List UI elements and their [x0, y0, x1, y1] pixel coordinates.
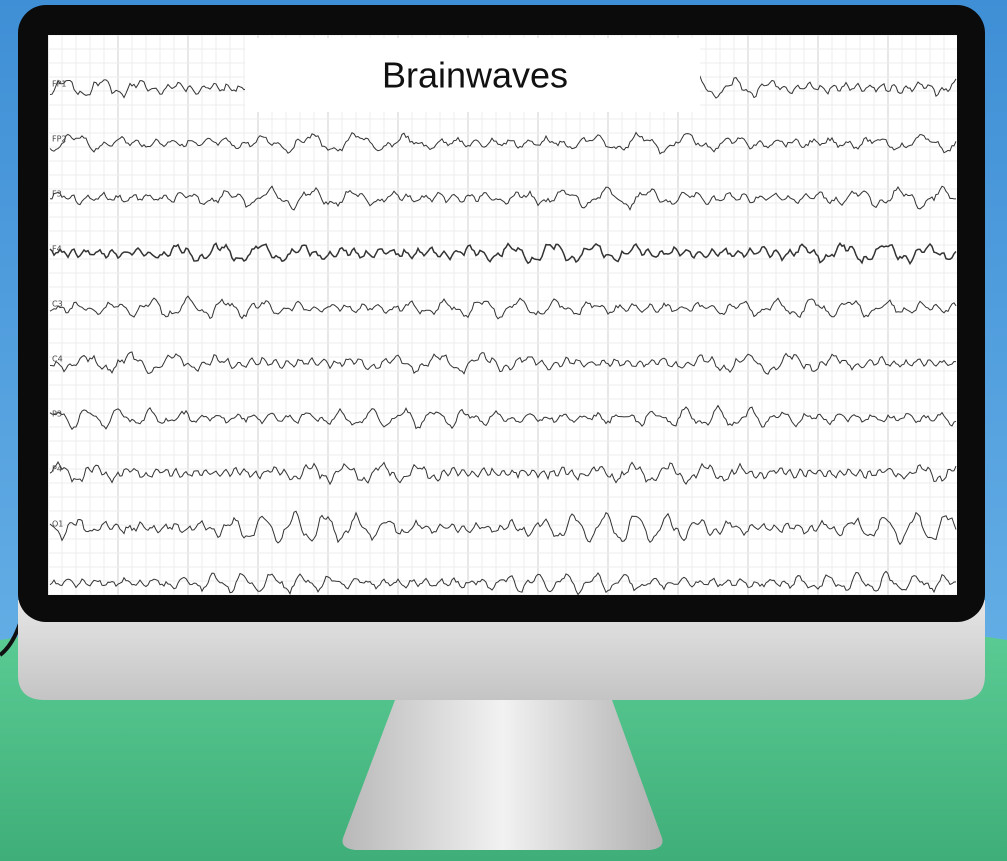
channel-label: P3	[52, 410, 62, 419]
channel-label: FP2	[52, 135, 67, 144]
channel-label: C4	[52, 355, 63, 364]
channel-label: C3	[52, 300, 63, 309]
channel-label: P4	[52, 465, 62, 474]
channel-label: O1	[52, 520, 63, 529]
illustration: FP1 FP2 F3 F4 C3 C4 P3 P4 O1 Brainwaves	[0, 0, 1007, 861]
monitor-stand	[343, 700, 663, 850]
channel-label: F4	[52, 245, 62, 254]
screen-title: Brainwaves	[382, 55, 568, 96]
channel-label: FP1	[52, 80, 67, 89]
page: {"screen": {"title": "Brainwaves", "chan…	[0, 0, 1007, 861]
channel-label: F3	[52, 190, 62, 199]
